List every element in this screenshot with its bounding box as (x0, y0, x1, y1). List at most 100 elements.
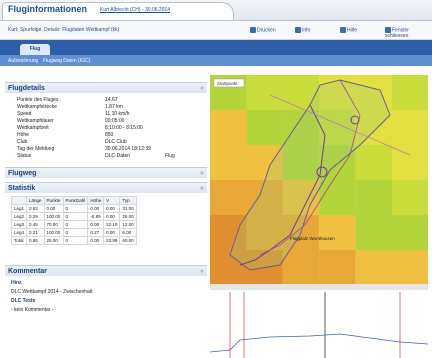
map-cell (210, 215, 247, 251)
section-header[interactable]: Statistik « (5, 182, 207, 193)
stats-cell: 0 (62, 220, 89, 229)
detail-value: 30.06.2014 18:12:39 (105, 146, 151, 152)
section-close[interactable]: « (200, 170, 204, 177)
tab[interactable]: Flug (20, 44, 50, 55)
stats-head-cell (10, 196, 28, 205)
detail-value: 00:05:00 (105, 118, 125, 124)
stats-cell: 0.00 (87, 236, 105, 245)
map-cell (246, 110, 283, 146)
stats-cell: 0.00 (87, 220, 105, 229)
toolbar-icon (295, 27, 301, 33)
stats-cell: 70.00 (43, 220, 64, 229)
area-outline (229, 79, 391, 271)
section-title: Flugweg (8, 170, 37, 177)
subbar-item[interactable]: Flugweg Daten (IGC) (43, 58, 91, 64)
comment-line: Hinz (11, 280, 22, 286)
section-header[interactable]: Flugdetails « (5, 82, 207, 93)
stats-row: Leg1 0.62 0.00 0 0.00 0.00 31.00 (10, 204, 137, 213)
nav-bar (0, 40, 432, 55)
stats-cell: 0.00 (87, 204, 105, 213)
section-close[interactable]: « (200, 85, 204, 92)
detail-label: Wettkampfzeit (17, 125, 49, 131)
map-cell (282, 145, 320, 181)
detail-label: Speed (17, 111, 32, 117)
subbar-item[interactable]: Aufzeichnung (8, 58, 39, 64)
section-header[interactable]: Flugweg « (5, 167, 207, 178)
stats-cell: 0 (62, 236, 89, 245)
stats-cell: 0.00 (103, 204, 121, 213)
toolbar-icon (250, 27, 256, 33)
map-cell (282, 75, 320, 111)
toolbar-label: Drucken (257, 27, 276, 34)
stats-head-cell: Höhe (87, 196, 105, 205)
track-line (269, 94, 411, 156)
stats-cell: Leg2 (10, 212, 28, 221)
map-cell (392, 250, 428, 286)
stats-cell: 0 (62, 204, 89, 213)
stats-cell: 26.00 (119, 212, 137, 221)
toolbar-label: Info (302, 27, 311, 34)
toolbar-icon (340, 27, 346, 33)
detail-label: Status (17, 153, 32, 159)
stats-cell: 0.62 (26, 204, 45, 213)
map-cell (355, 180, 393, 216)
stats-head-cell: V (103, 196, 121, 205)
detail-label: Wettkampfstrecke (17, 104, 57, 110)
detail-value: DLC-Daten (105, 153, 131, 159)
stats-row: Leg3 0.45 70.00 0 0.00 22.10 12.00 (10, 220, 137, 229)
stats-cell: 0.86 (26, 236, 45, 245)
stats-cell: Total (10, 236, 28, 245)
map: Startpunkt Flugplatz Wonthausen (210, 75, 428, 290)
stats-cell: 0.00 (43, 204, 64, 213)
map-cell (210, 250, 247, 286)
stats-cell: 0 (62, 228, 89, 237)
stats-head-cell: Punktzahl (62, 196, 89, 205)
stats-cell: 12.00 (119, 220, 137, 229)
section-title: Statistik (8, 185, 36, 192)
map-label-box (213, 78, 245, 88)
map-cell (282, 110, 320, 146)
toolbar-item[interactable]: Hilfe (340, 27, 357, 33)
map-cell (319, 180, 356, 216)
profile-line (210, 333, 428, 353)
map-cell (282, 180, 320, 216)
status-flag: Flug (165, 153, 175, 159)
detail-value: 8:10:00 - 8:15:00 (105, 125, 143, 131)
section-header[interactable]: Kommentar « (5, 265, 207, 276)
stats-cell: 60.00 (119, 236, 137, 245)
map-cell (246, 75, 283, 111)
toolbar-label: Hilfe (347, 27, 358, 34)
detail-label: Club (17, 139, 28, 145)
map-cell (210, 110, 247, 146)
section-close[interactable]: « (200, 185, 204, 192)
stats-cell: 0.45 (26, 220, 45, 229)
toolbar-item[interactable]: Fenster schliessen (385, 27, 432, 39)
detail-value: 850 (105, 132, 114, 138)
subtitle-link[interactable]: Kurt Albrecht (CH) - 30.06.2014 (100, 7, 171, 13)
map-cell (210, 180, 247, 216)
section-close[interactable]: « (200, 268, 204, 275)
detail-value: 11.10 km/h (105, 111, 130, 117)
toolbar-item[interactable]: Drucken (250, 27, 276, 33)
stats-row: Leg2 0.29 100.00 0 -0.89 0.00 26.00 (10, 212, 137, 221)
detail-label: Punkte des Fluges (17, 97, 59, 103)
detail-value: 14.67 (105, 97, 118, 103)
map-cell (246, 180, 283, 216)
stats-cell: -0.89 (87, 212, 105, 221)
window-tab[interactable] (2, 2, 234, 20)
comment-line: DLC Texte (11, 298, 36, 304)
map-cell (392, 180, 428, 216)
map-start-label: Startpunkt (217, 81, 238, 86)
stats-cell: Leg3 (10, 220, 28, 229)
sub-bar (0, 55, 432, 66)
comment-line: DLC Wettkampf 2014 - Zwischenhalt (11, 289, 93, 295)
stats-head-cell: Länge (26, 196, 45, 205)
detail-label: Tag der Meldung (17, 146, 55, 152)
map-cell (319, 250, 356, 286)
detail-value: 1.87 km (105, 104, 123, 110)
toolbar-item[interactable]: Info (295, 27, 310, 33)
stats-row: Total 0.86 25.00 0 0.00 23.88 60.00 (10, 236, 137, 245)
map-cell (246, 145, 283, 181)
profile-chart (210, 292, 428, 358)
